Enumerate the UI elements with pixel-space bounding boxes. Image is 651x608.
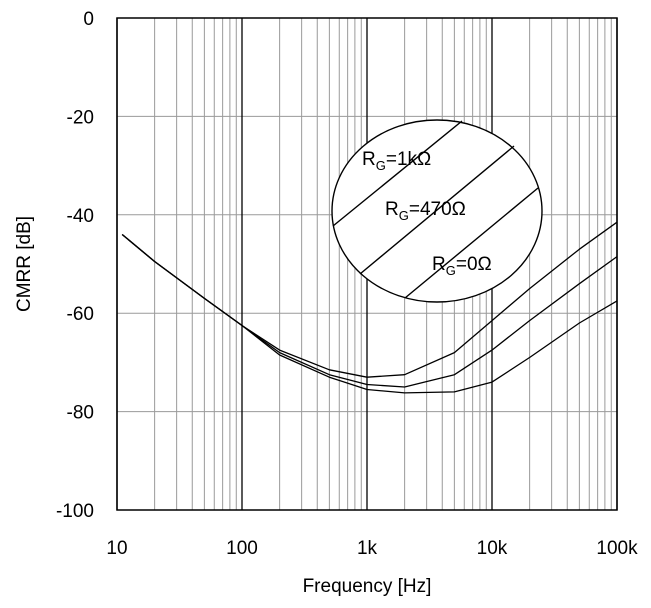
x-tick-label: 100k: [596, 538, 638, 559]
legend-label-rg-470: RG=470Ω: [385, 199, 466, 223]
x-tick-label: 1k: [357, 538, 378, 559]
legend-label-rg-0: RG=0Ω: [432, 254, 492, 278]
y-tick-labels: 0 -20 -40 -60 -80 -100: [56, 9, 94, 522]
legend-divider-line: [359, 145, 515, 275]
x-tick-labels: 10 100 1k 10k 100k: [106, 538, 638, 559]
series-lines: [121, 221, 618, 394]
y-tick-label: -20: [67, 107, 94, 128]
x-tick-label: 10: [106, 538, 127, 559]
y-axis-title: CMRR [dB]: [14, 216, 35, 312]
legend-label-rg-1k: RG=1kΩ: [362, 149, 431, 173]
x-axis-title: Frequency [Hz]: [303, 576, 432, 597]
y-tick-label: -40: [67, 206, 94, 227]
y-tick-label: -80: [67, 403, 94, 424]
legend-divider-line: [404, 187, 539, 299]
x-tick-label: 100: [226, 538, 258, 559]
series-line-3: [121, 234, 618, 394]
x-tick-label: 10k: [477, 538, 508, 559]
y-tick-label: -60: [67, 304, 94, 325]
y-tick-label: 0: [83, 9, 94, 30]
legend-divider-line: [332, 120, 463, 227]
y-tick-label: -100: [56, 501, 94, 522]
legend-inset: RG=1kΩ RG=470Ω RG=0Ω: [331, 119, 543, 303]
plot-frame: [116, 17, 618, 511]
